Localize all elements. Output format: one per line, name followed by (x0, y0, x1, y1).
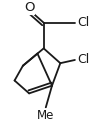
Text: Cl: Cl (77, 16, 89, 29)
Text: Cl: Cl (77, 53, 89, 66)
Text: O: O (24, 1, 34, 14)
Text: Me: Me (37, 109, 54, 122)
